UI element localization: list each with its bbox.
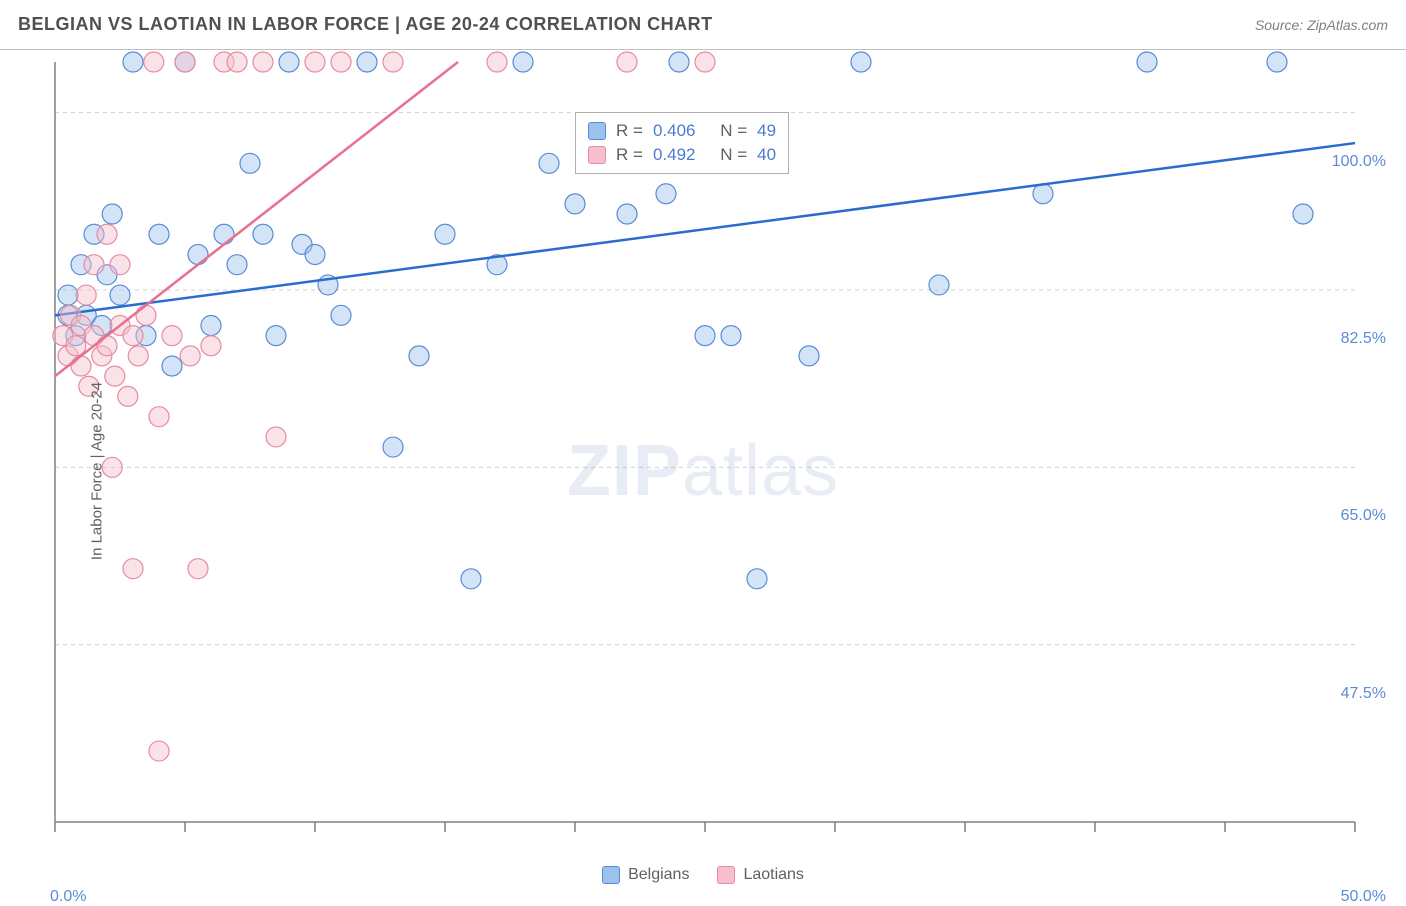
data-point bbox=[188, 245, 208, 265]
data-point bbox=[162, 326, 182, 346]
data-point bbox=[97, 336, 117, 356]
n-label: N = bbox=[720, 145, 747, 165]
data-point bbox=[1267, 52, 1287, 72]
data-point bbox=[1033, 184, 1053, 204]
swatch-laotians bbox=[717, 866, 735, 884]
y-tick-label: 100.0% bbox=[1332, 153, 1386, 171]
data-point bbox=[331, 305, 351, 325]
data-point bbox=[201, 336, 221, 356]
data-point bbox=[695, 52, 715, 72]
chart-area: In Labor Force | Age 20-24 ZIPatlas 100.… bbox=[0, 50, 1406, 892]
data-point bbox=[617, 204, 637, 224]
correlation-stats-box: R = 0.406 N = 49 R = 0.492 N = 40 bbox=[575, 112, 789, 174]
y-tick-label: 82.5% bbox=[1341, 330, 1386, 348]
data-point bbox=[188, 559, 208, 579]
data-point bbox=[1137, 52, 1157, 72]
n-label: N = bbox=[720, 121, 747, 141]
data-point bbox=[513, 52, 533, 72]
data-point bbox=[461, 569, 481, 589]
data-point bbox=[110, 255, 130, 275]
data-point bbox=[1293, 204, 1313, 224]
data-point bbox=[357, 52, 377, 72]
data-point bbox=[539, 153, 559, 173]
data-point bbox=[305, 245, 325, 265]
data-point bbox=[58, 285, 78, 305]
data-point bbox=[253, 224, 273, 244]
data-point bbox=[266, 427, 286, 447]
data-point bbox=[695, 326, 715, 346]
data-point bbox=[227, 255, 247, 275]
n-value-belgians: 49 bbox=[757, 121, 776, 141]
chart-header: BELGIAN VS LAOTIAN IN LABOR FORCE | AGE … bbox=[0, 0, 1406, 50]
swatch-belgians bbox=[588, 122, 606, 140]
y-axis-title: In Labor Force | Age 20-24 bbox=[89, 382, 106, 560]
data-point bbox=[305, 52, 325, 72]
chart-title: BELGIAN VS LAOTIAN IN LABOR FORCE | AGE … bbox=[18, 14, 713, 35]
data-point bbox=[149, 407, 169, 427]
data-point bbox=[383, 52, 403, 72]
data-point bbox=[409, 346, 429, 366]
data-point bbox=[851, 52, 871, 72]
scatter-plot bbox=[0, 50, 1406, 892]
stats-row-belgians: R = 0.406 N = 49 bbox=[588, 119, 776, 143]
data-point bbox=[201, 315, 221, 335]
data-point bbox=[214, 224, 234, 244]
swatch-laotians bbox=[588, 146, 606, 164]
data-point bbox=[279, 52, 299, 72]
data-point bbox=[123, 559, 143, 579]
data-point bbox=[66, 336, 86, 356]
data-point bbox=[105, 366, 125, 386]
data-point bbox=[617, 52, 637, 72]
data-point bbox=[435, 224, 455, 244]
data-point bbox=[102, 204, 122, 224]
legend-item-belgians: Belgians bbox=[602, 866, 689, 884]
swatch-belgians bbox=[602, 866, 620, 884]
data-point bbox=[266, 326, 286, 346]
data-point bbox=[71, 356, 91, 376]
data-point bbox=[747, 569, 767, 589]
data-point bbox=[656, 184, 676, 204]
data-point bbox=[123, 52, 143, 72]
r-value-belgians: 0.406 bbox=[653, 121, 696, 141]
data-point bbox=[149, 224, 169, 244]
data-point bbox=[149, 741, 169, 761]
data-point bbox=[331, 52, 351, 72]
n-value-laotians: 40 bbox=[757, 145, 776, 165]
data-point bbox=[383, 437, 403, 457]
data-point bbox=[799, 346, 819, 366]
data-point bbox=[128, 346, 148, 366]
data-point bbox=[669, 52, 689, 72]
data-point bbox=[487, 52, 507, 72]
data-point bbox=[110, 285, 130, 305]
data-point bbox=[84, 255, 104, 275]
r-label: R = bbox=[616, 121, 643, 141]
data-point bbox=[240, 153, 260, 173]
y-tick-label: 47.5% bbox=[1341, 685, 1386, 703]
legend-item-laotians: Laotians bbox=[717, 866, 804, 884]
y-tick-label: 65.0% bbox=[1341, 507, 1386, 525]
data-point bbox=[929, 275, 949, 295]
data-point bbox=[227, 52, 247, 72]
data-point bbox=[118, 386, 138, 406]
data-point bbox=[162, 356, 182, 376]
data-point bbox=[565, 194, 585, 214]
r-label: R = bbox=[616, 145, 643, 165]
data-point bbox=[76, 285, 96, 305]
data-point bbox=[144, 52, 164, 72]
x-tick-label-max: 50.0% bbox=[1341, 888, 1386, 906]
data-point bbox=[175, 52, 195, 72]
data-point bbox=[721, 326, 741, 346]
stats-row-laotians: R = 0.492 N = 40 bbox=[588, 143, 776, 167]
source-credit: Source: ZipAtlas.com bbox=[1255, 17, 1388, 33]
data-point bbox=[253, 52, 273, 72]
legend-label: Belgians bbox=[628, 866, 689, 884]
data-point bbox=[123, 326, 143, 346]
series-legend: Belgians Laotians bbox=[0, 866, 1406, 884]
data-point bbox=[180, 346, 200, 366]
r-value-laotians: 0.492 bbox=[653, 145, 696, 165]
legend-label: Laotians bbox=[743, 866, 804, 884]
data-point bbox=[97, 224, 117, 244]
x-tick-label-min: 0.0% bbox=[50, 888, 86, 906]
data-point bbox=[136, 305, 156, 325]
